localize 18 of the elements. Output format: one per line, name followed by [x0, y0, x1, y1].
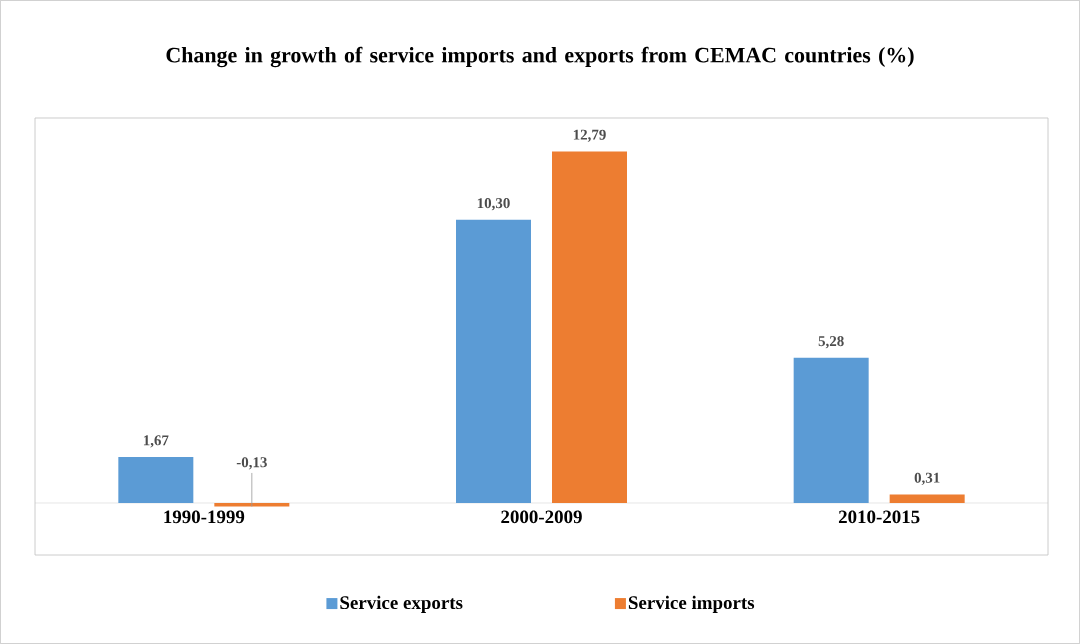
- bar: [793, 357, 869, 503]
- bar: [552, 151, 627, 503]
- data-label: -0,13: [236, 457, 267, 470]
- data-label: 12,79: [573, 129, 606, 142]
- x-tick-label: 2000-2009: [501, 510, 582, 524]
- data-label: 5,28: [818, 336, 844, 349]
- data-label: 0,31: [914, 472, 940, 485]
- legend-label: Service imports: [628, 595, 755, 613]
- bar: [889, 494, 965, 503]
- data-label: 10,30: [477, 198, 510, 211]
- legend-label: Service exports: [340, 595, 463, 613]
- chart-title: Change in growth of service imports and exports from CEMAC countries (%): [166, 46, 914, 68]
- bar: [456, 219, 531, 503]
- bar: [118, 457, 194, 503]
- x-tick-label: 2010-2015: [838, 510, 920, 524]
- bar: [214, 502, 290, 507]
- data-label: 1,67: [143, 435, 169, 448]
- x-tick-label: 1990-1999: [164, 510, 245, 524]
